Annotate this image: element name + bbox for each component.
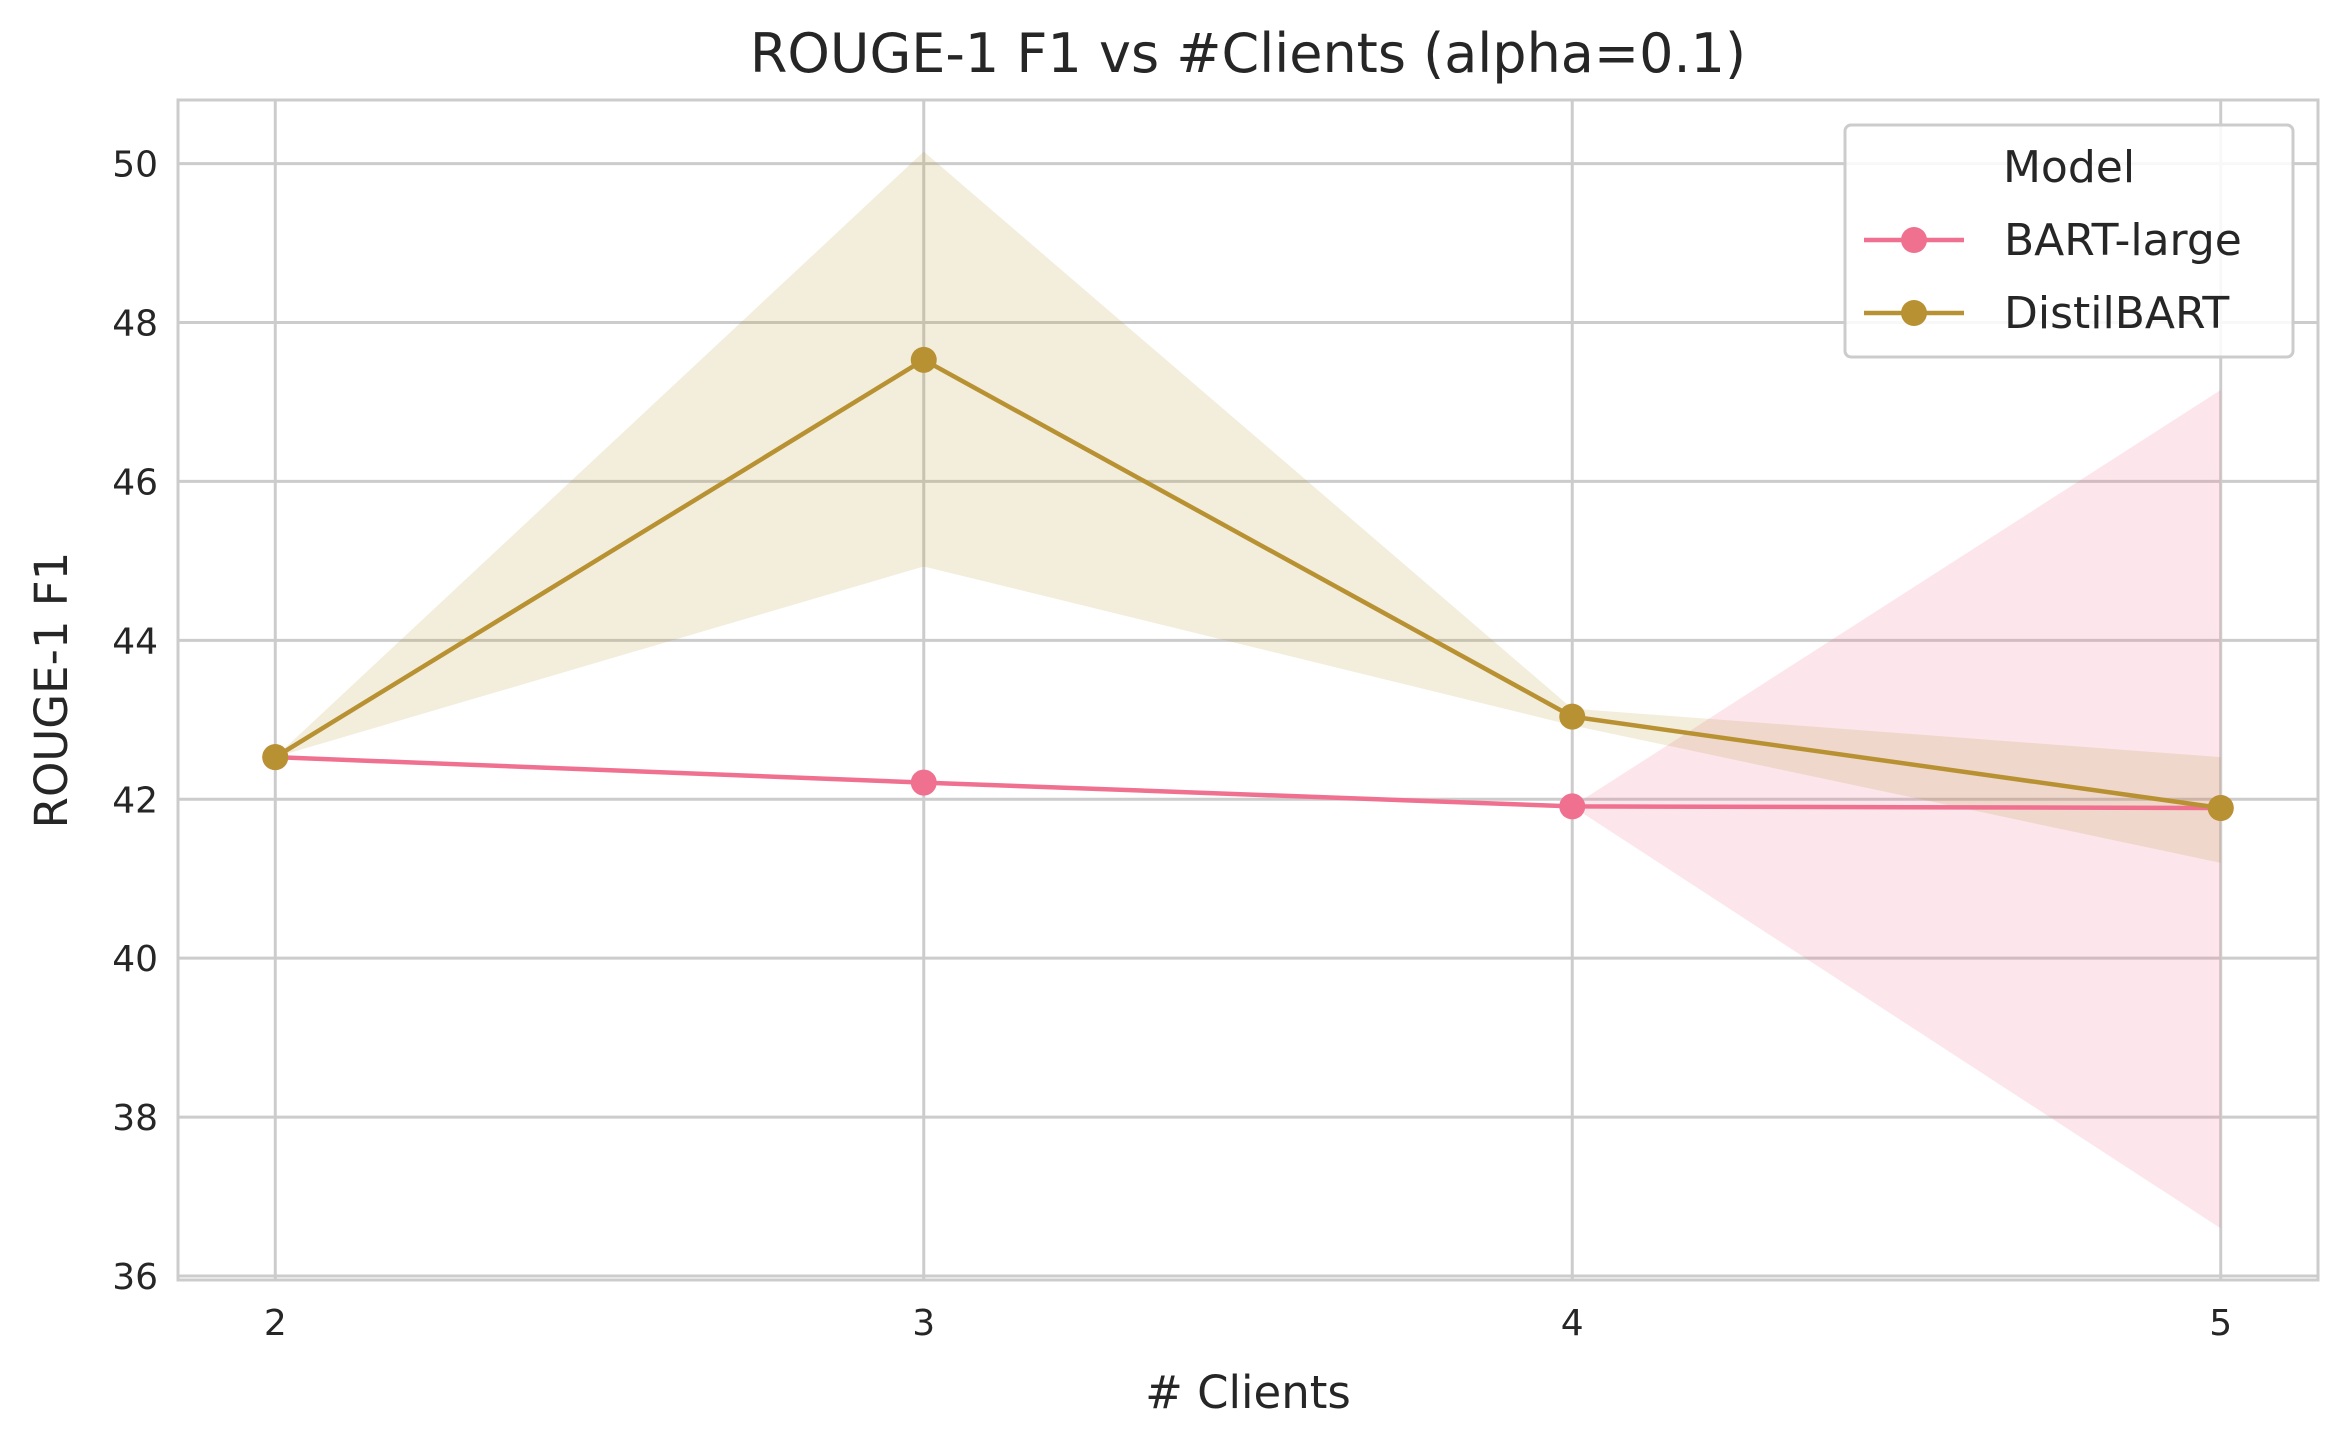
x-tick-label: 4: [1561, 1303, 1584, 1344]
tick-labels: 36 38 40 42 44 46 48 50 2 3 4 5: [112, 145, 2232, 1344]
data-point-distilbart: [910, 346, 937, 373]
legend-label-distilbart: DistilBART: [2004, 288, 2229, 339]
chart-title: ROUGE-1 F1 vs #Clients (alpha=0.1): [750, 22, 1746, 85]
data-point-bart-large: [1559, 793, 1586, 820]
series-lines: [274, 357, 2222, 811]
y-axis-title: ROUGE-1 F1: [25, 552, 78, 829]
y-tick-label: 40: [112, 939, 158, 980]
legend-marker-distilbart: [1901, 300, 1927, 326]
x-tick-label: 5: [2209, 1303, 2232, 1344]
plot-frame: [176, 98, 2320, 1282]
grid-lines: [178, 100, 2318, 1280]
x-tick-label: 2: [264, 1303, 287, 1344]
confidence-band-distilbart: [275, 151, 2221, 863]
y-tick-label: 38: [112, 1098, 158, 1139]
y-tick-label: 44: [112, 621, 158, 662]
series-line-distilbart: [274, 357, 2222, 811]
legend: Model BART-large DistilBART: [1843, 123, 2295, 359]
x-axis-title: # Clients: [1145, 1366, 1351, 1419]
legend-label-bart-large: BART-large: [2004, 215, 2242, 266]
data-point-distilbart: [2207, 795, 2234, 821]
x-tick-label: 3: [912, 1303, 935, 1344]
data-point-distilbart: [1559, 703, 1586, 730]
data-point-bart-large: [910, 769, 937, 796]
y-tick-label: 36: [112, 1257, 158, 1298]
legend-marker-bart-large: [1901, 227, 1927, 253]
y-tick-label: 46: [112, 462, 158, 503]
legend-title: Model: [2003, 142, 2135, 193]
y-tick-label: 48: [112, 303, 158, 344]
series-line-bart-large: [275, 754, 2221, 811]
data-point-distilbart: [262, 744, 289, 771]
legend-box: [1843, 123, 2295, 359]
y-tick-label: 50: [112, 145, 158, 186]
y-tick-label: 42: [112, 780, 158, 821]
series-markers: [262, 346, 2234, 821]
